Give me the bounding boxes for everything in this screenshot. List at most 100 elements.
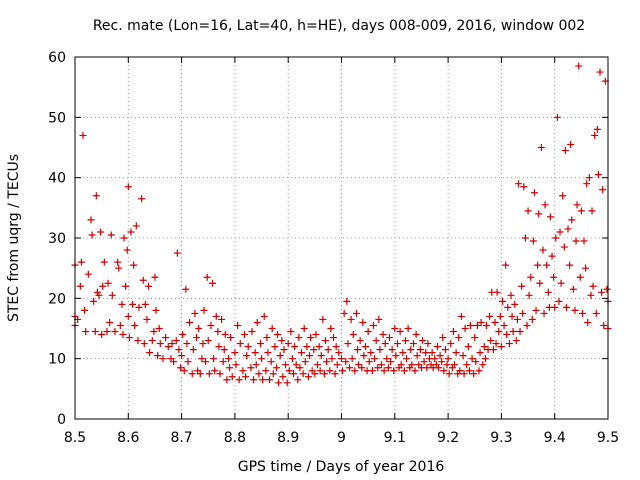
chart-title: Rec. mate (Lon=16, Lat=40, h=HE), days 0… bbox=[93, 18, 585, 34]
data-point bbox=[504, 303, 512, 311]
data-point bbox=[98, 331, 106, 339]
data-point bbox=[285, 367, 293, 375]
data-point bbox=[444, 355, 452, 363]
data-point bbox=[391, 325, 399, 332]
data-point bbox=[591, 131, 599, 139]
data-point bbox=[146, 349, 154, 357]
data-point bbox=[598, 288, 606, 296]
data-point bbox=[480, 343, 488, 351]
x-tick-label: 9.4 bbox=[544, 430, 566, 446]
data-point bbox=[385, 334, 393, 342]
data-point bbox=[100, 258, 108, 266]
data-point bbox=[240, 331, 248, 339]
data-point bbox=[416, 346, 424, 354]
data-point bbox=[306, 352, 314, 360]
data-point bbox=[436, 352, 444, 360]
data-point bbox=[339, 367, 347, 375]
data-point bbox=[359, 318, 367, 326]
data-point bbox=[473, 321, 481, 329]
data-point bbox=[127, 228, 135, 236]
data-point bbox=[145, 282, 153, 290]
data-point bbox=[556, 228, 564, 236]
data-point bbox=[79, 131, 87, 139]
data-point bbox=[561, 147, 569, 155]
data-point bbox=[275, 379, 283, 387]
data-point bbox=[588, 207, 596, 215]
data-point bbox=[299, 370, 307, 378]
data-point bbox=[356, 337, 364, 345]
data-point bbox=[599, 186, 607, 194]
data-point bbox=[239, 367, 247, 375]
data-point bbox=[92, 192, 100, 200]
data-point bbox=[557, 279, 565, 287]
data-point bbox=[525, 291, 533, 299]
data-point bbox=[564, 225, 572, 233]
data-point bbox=[460, 370, 468, 378]
data-point bbox=[583, 180, 591, 188]
data-point bbox=[227, 334, 235, 342]
data-point bbox=[242, 373, 250, 381]
data-point bbox=[106, 318, 114, 326]
data-point bbox=[248, 328, 256, 336]
data-point bbox=[397, 361, 405, 369]
data-point bbox=[111, 328, 119, 336]
x-tick-label: 8.9 bbox=[277, 430, 299, 446]
data-point bbox=[520, 183, 528, 191]
data-point bbox=[509, 328, 517, 336]
data-point bbox=[392, 352, 400, 360]
data-point bbox=[159, 355, 167, 363]
data-point bbox=[592, 309, 600, 317]
data-point bbox=[234, 321, 242, 329]
data-point bbox=[226, 364, 234, 372]
data-point bbox=[383, 355, 391, 363]
data-point bbox=[361, 343, 369, 351]
data-point bbox=[553, 113, 561, 121]
data-point bbox=[472, 358, 480, 366]
data-point bbox=[156, 340, 164, 348]
data-point bbox=[544, 288, 552, 296]
x-tick-label: 8.5 bbox=[64, 430, 86, 446]
data-point bbox=[355, 361, 363, 369]
data-point bbox=[340, 309, 348, 317]
data-point bbox=[312, 331, 320, 339]
data-point bbox=[287, 328, 295, 336]
data-point bbox=[131, 321, 139, 329]
data-point bbox=[316, 367, 324, 375]
data-point bbox=[514, 180, 522, 188]
data-point bbox=[471, 334, 479, 342]
y-tick-label: 50 bbox=[48, 110, 66, 126]
data-point bbox=[123, 246, 131, 254]
data-point bbox=[332, 343, 340, 351]
data-point bbox=[276, 352, 284, 360]
data-point bbox=[253, 318, 261, 326]
data-point bbox=[503, 331, 511, 339]
data-point bbox=[235, 376, 243, 384]
data-point bbox=[487, 337, 495, 345]
data-point bbox=[263, 334, 271, 342]
data-point bbox=[143, 315, 151, 323]
data-point bbox=[342, 358, 350, 366]
data-point bbox=[573, 201, 581, 209]
y-axis-label: STEC from uqrg / TECUs bbox=[6, 154, 22, 322]
data-point bbox=[360, 352, 368, 360]
data-point bbox=[345, 364, 353, 372]
data-point bbox=[424, 340, 432, 348]
data-point bbox=[200, 306, 208, 314]
data-point bbox=[225, 355, 233, 363]
data-point bbox=[388, 346, 396, 354]
data-point bbox=[195, 325, 203, 332]
data-point bbox=[76, 282, 84, 290]
data-point bbox=[400, 367, 408, 375]
y-tick-label: 40 bbox=[48, 171, 66, 187]
data-point bbox=[296, 364, 304, 372]
data-point bbox=[495, 328, 503, 336]
data-point bbox=[93, 288, 101, 296]
data-point bbox=[582, 264, 590, 272]
data-point bbox=[134, 337, 142, 345]
data-point bbox=[537, 144, 545, 151]
data-point bbox=[97, 228, 105, 236]
data-point bbox=[291, 343, 299, 351]
data-point bbox=[566, 261, 574, 269]
data-point bbox=[571, 306, 579, 314]
data-point bbox=[189, 346, 197, 354]
